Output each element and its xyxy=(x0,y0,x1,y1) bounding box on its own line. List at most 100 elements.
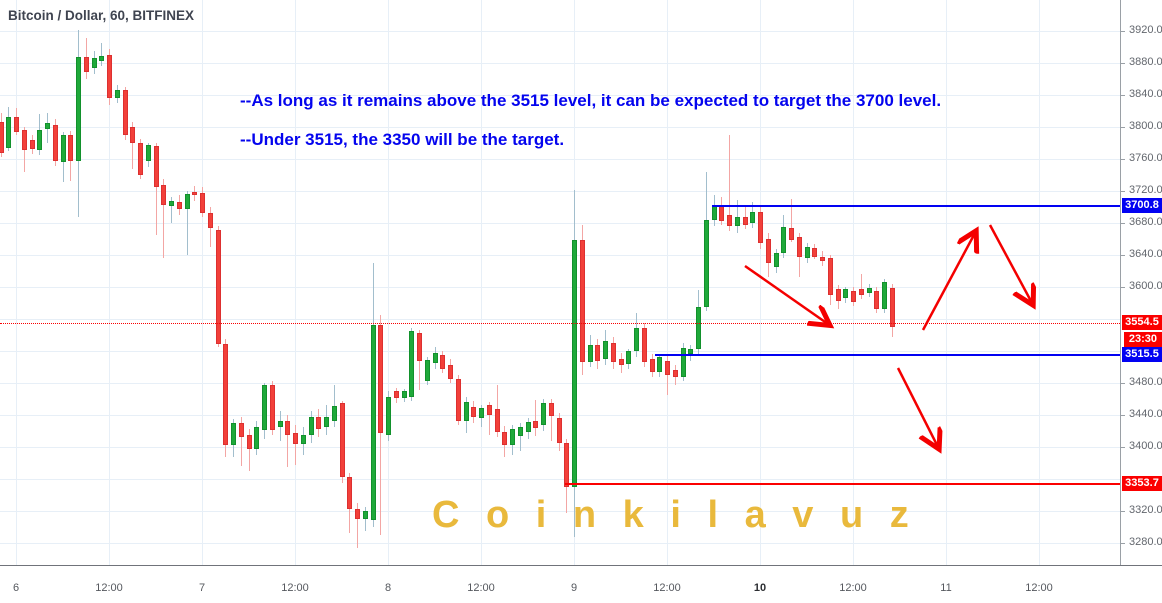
candle-body xyxy=(494,408,500,432)
candle-body xyxy=(409,331,415,398)
candle-body xyxy=(200,192,205,213)
time-axis[interactable]: 6 12:00 7 12:00 8 12:00 9 12:00 10 12:00 11 12:00 xyxy=(0,565,1162,603)
candle-body xyxy=(355,509,360,519)
time-label-12:00: 12:00 xyxy=(281,582,309,594)
candle-body xyxy=(851,291,856,303)
candle-body xyxy=(572,239,577,487)
candle-body xyxy=(417,332,422,361)
candle-body xyxy=(176,202,182,209)
candle-wick xyxy=(667,355,668,395)
candle-body xyxy=(758,211,763,243)
candle-wick xyxy=(132,122,134,169)
candle-body xyxy=(843,289,849,299)
level-line-3515.5[interactable] xyxy=(655,353,1120,356)
candle-body xyxy=(579,239,585,363)
candle-body xyxy=(254,427,260,449)
candle-body xyxy=(107,55,112,99)
price-badge-3515.5: 3515.5 xyxy=(1122,346,1162,362)
time-label-12:00: 12:00 xyxy=(653,582,681,594)
price-tick-label: 3600.0 xyxy=(1129,280,1162,292)
h-gridline xyxy=(0,319,1120,320)
trend-arrow-down[interactable] xyxy=(988,224,1032,303)
candle-body xyxy=(672,370,678,378)
candle-body xyxy=(827,258,833,295)
h-gridline xyxy=(0,159,1120,160)
candle-body xyxy=(68,135,74,162)
candle-body xyxy=(680,347,686,377)
v-gridline xyxy=(1039,0,1040,565)
price-tick-dash xyxy=(1121,159,1125,160)
candle-body xyxy=(858,289,864,295)
candle-wick xyxy=(287,415,289,467)
h-gridline xyxy=(0,415,1120,416)
price-tick-dash xyxy=(1121,255,1125,256)
level-line-3554.5[interactable] xyxy=(0,322,1120,324)
price-axis[interactable]: 3920.0 3880.0 3840.0 3800.0 3760.0 3720.0 3680… xyxy=(1120,0,1162,565)
candle-wick xyxy=(171,197,172,223)
candle-body xyxy=(502,431,508,446)
candle-wick xyxy=(729,135,730,231)
time-label-11: 11 xyxy=(940,582,952,594)
price-tick-label: 3480.0 xyxy=(1129,376,1162,388)
trend-arrow-up[interactable] xyxy=(921,233,975,331)
candle-body xyxy=(696,307,701,350)
candle-body xyxy=(471,407,477,418)
trend-arrow-down[interactable] xyxy=(896,367,938,447)
candle-body xyxy=(874,291,880,309)
candle-wick xyxy=(550,399,552,441)
v-gridline xyxy=(295,0,296,565)
candle-body xyxy=(29,139,35,149)
candle-body xyxy=(339,403,345,477)
candle-body xyxy=(626,351,632,364)
candle-body xyxy=(207,212,213,228)
price-badge-3554.5: 3554.5 xyxy=(1122,315,1162,331)
candle-body xyxy=(184,194,190,209)
price-tick-label: 3720.0 xyxy=(1129,184,1162,196)
v-gridline xyxy=(481,0,482,565)
candle-body xyxy=(835,289,841,301)
price-tick-dash xyxy=(1121,31,1125,32)
time-label-7: 7 xyxy=(198,582,206,594)
price-tick-dash xyxy=(1121,543,1125,544)
price-tick-label: 3800.0 xyxy=(1129,120,1162,132)
candle-body xyxy=(91,58,97,68)
v-gridline xyxy=(202,0,203,565)
candle-body xyxy=(440,355,446,369)
h-gridline xyxy=(0,511,1120,512)
candle-body xyxy=(316,416,322,430)
annotation-text-1[interactable]: --As long as it remains above the 3515 l… xyxy=(240,91,942,110)
candle-body xyxy=(750,211,756,223)
annotation-text-2[interactable]: --Under 3515, the 3350 will be the targe… xyxy=(240,130,565,149)
candle-body xyxy=(37,130,43,151)
bar-countdown-badge: 23:30 xyxy=(1123,331,1162,347)
time-label-9: 9 xyxy=(570,582,578,594)
candle-body xyxy=(6,117,12,148)
candle-body xyxy=(370,324,376,520)
trend-arrows-layer xyxy=(744,224,1120,565)
price-tick-dash xyxy=(1121,63,1125,64)
price-tick-label: 3680.0 xyxy=(1129,216,1162,228)
candle-body xyxy=(130,127,136,143)
v-gridline xyxy=(946,0,947,565)
candle-body xyxy=(393,391,399,399)
symbol-title[interactable]: Bitcoin / Dollar, 60, BITFINEX xyxy=(8,8,195,23)
candle-body xyxy=(525,422,531,432)
h-gridline xyxy=(0,351,1120,352)
candle-wick xyxy=(295,424,296,465)
candle-wick xyxy=(155,143,157,235)
level-line-3353.7[interactable] xyxy=(565,483,1120,486)
h-gridline xyxy=(0,191,1120,192)
candle-wick xyxy=(240,416,242,467)
candle-body xyxy=(486,405,492,415)
candle-body xyxy=(595,344,601,361)
candle-body xyxy=(719,206,725,222)
level-line-3700.8[interactable] xyxy=(712,205,1120,208)
candle-body xyxy=(517,427,523,436)
candle-body xyxy=(548,403,554,416)
chart-canvas[interactable]: C o i n k i l a v u z --As long as it re… xyxy=(0,0,1120,565)
price-tick-dash xyxy=(1121,223,1125,224)
candle-body xyxy=(378,324,384,434)
candle-body xyxy=(347,476,353,510)
candle-body xyxy=(52,124,58,162)
trend-arrow-down[interactable] xyxy=(744,264,828,324)
